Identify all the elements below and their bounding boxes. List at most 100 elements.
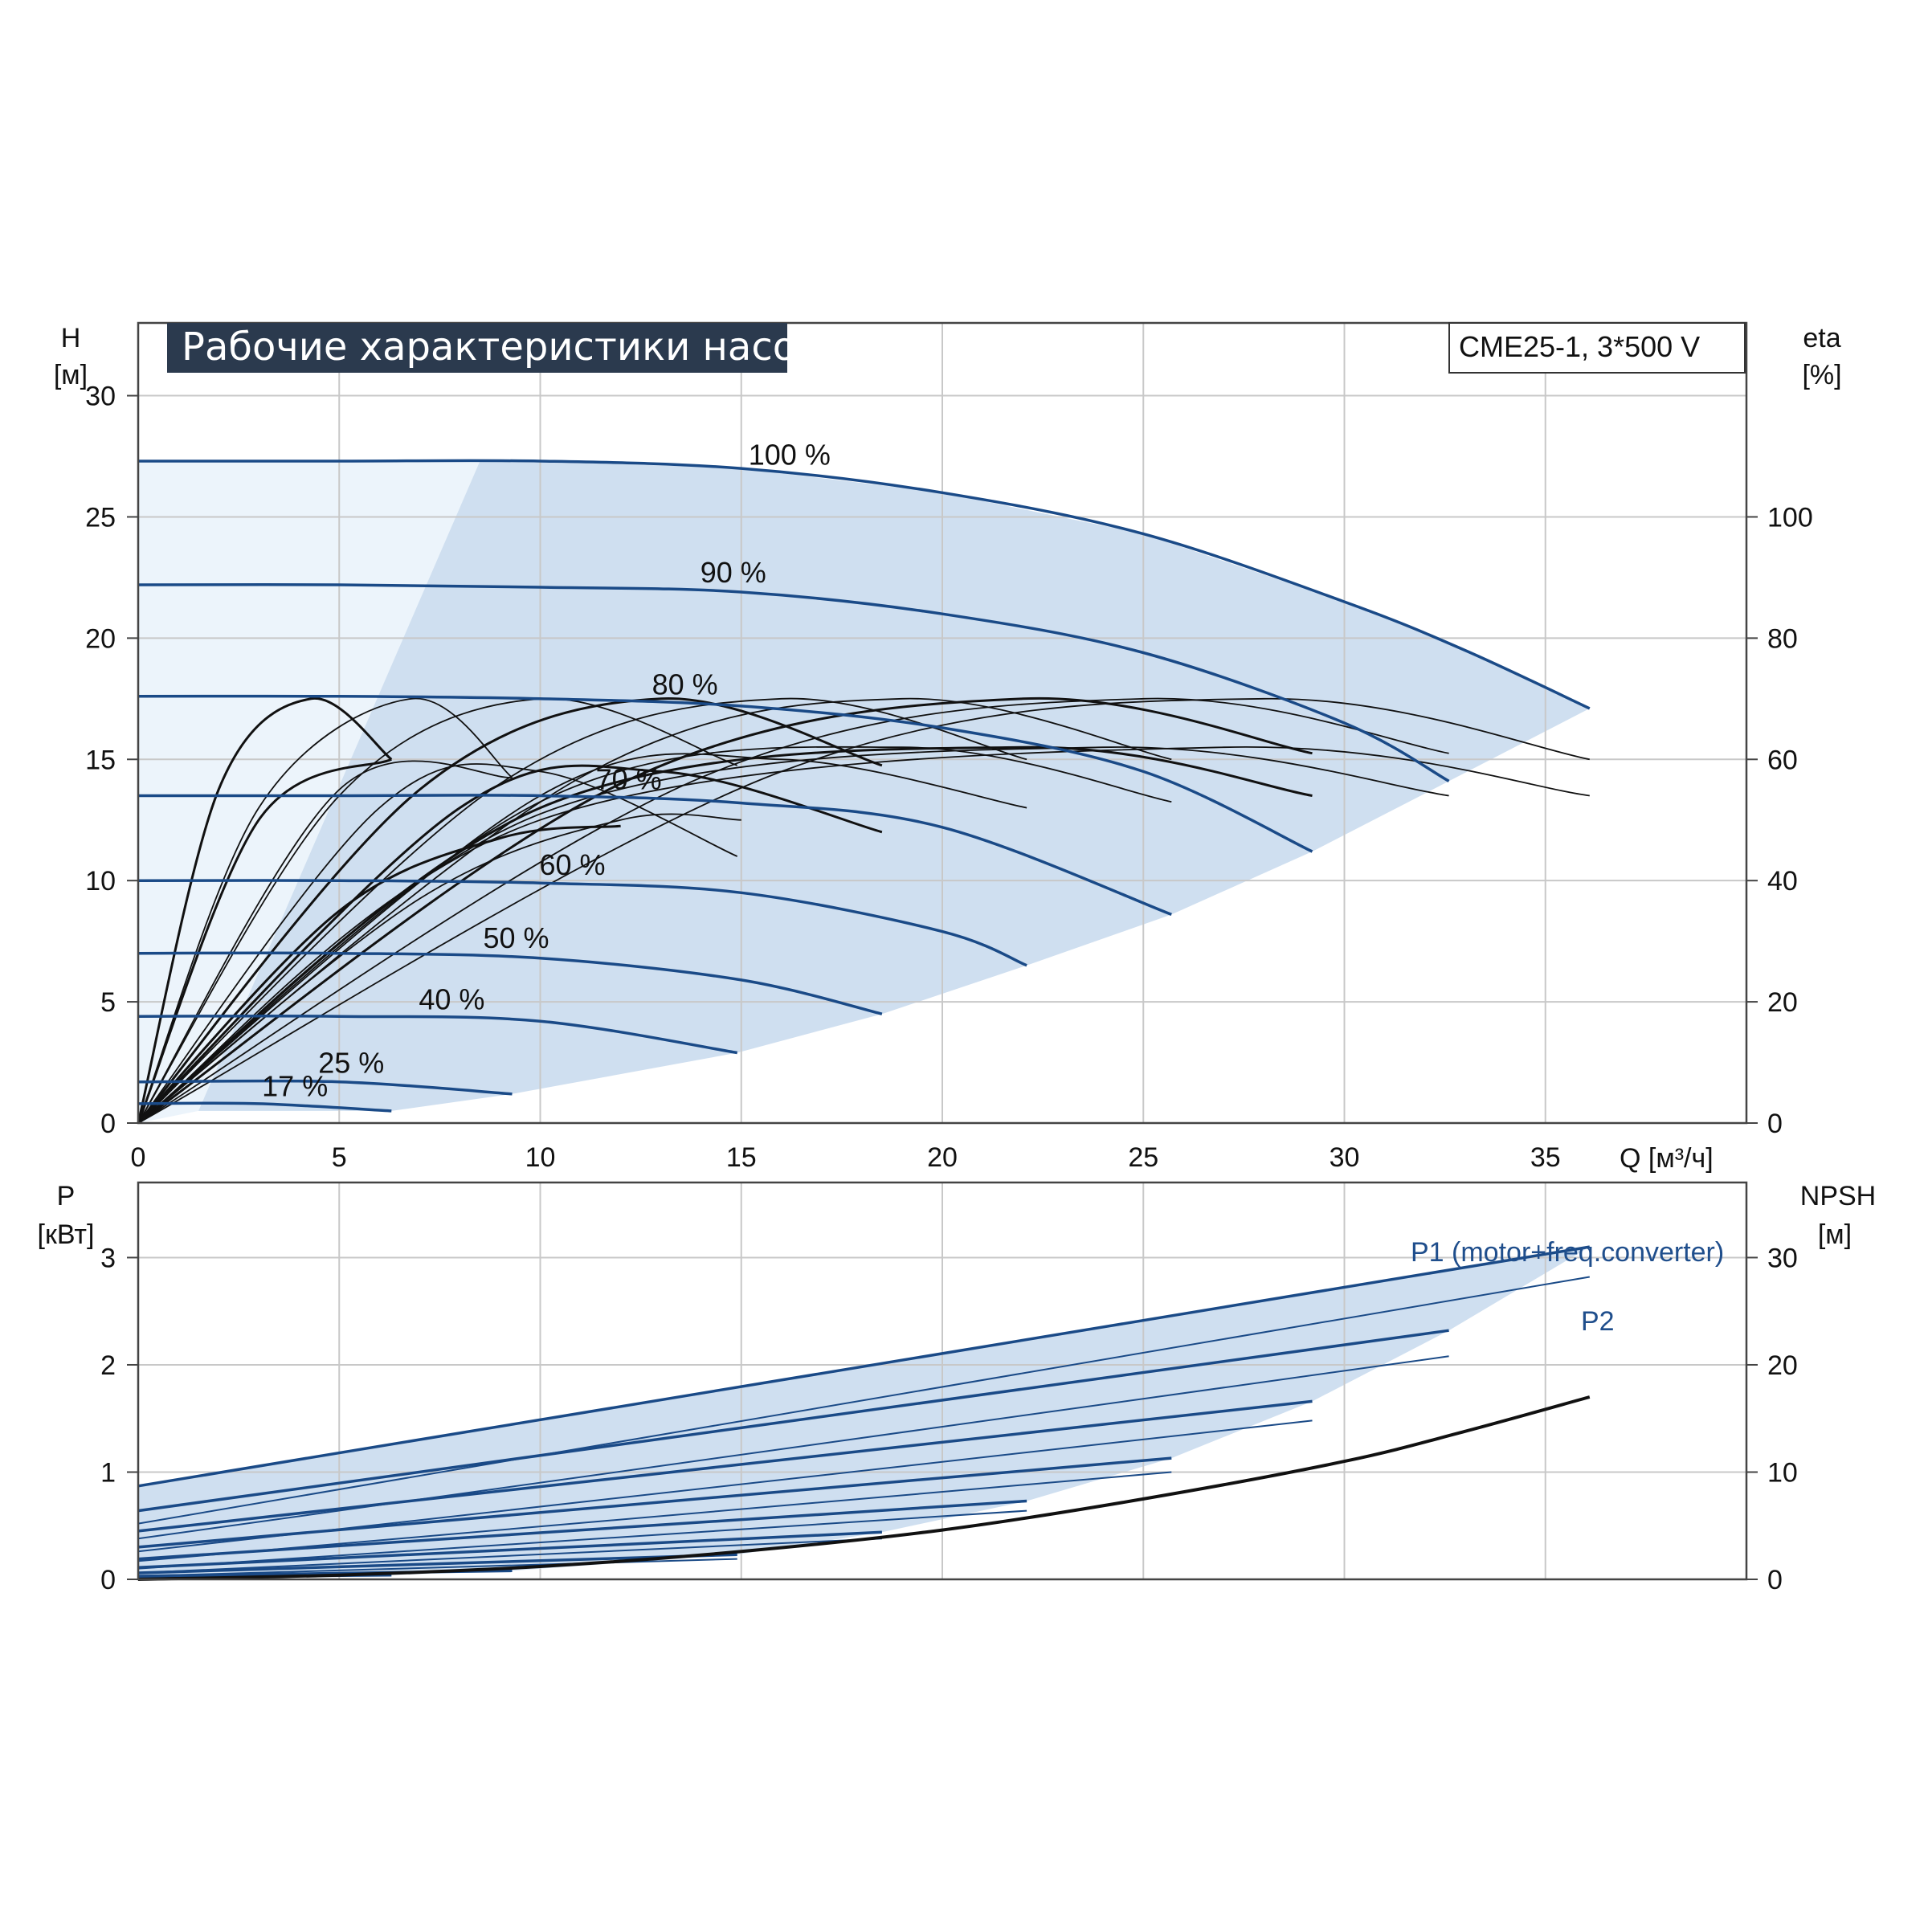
lower-plot-frame — [137, 1181, 1748, 1581]
y-tick-label-right-upper: 0 — [1767, 1109, 1783, 1139]
y-axis-label-left-lower: P — [57, 1181, 76, 1211]
head-curve-label: 90 % — [701, 556, 766, 589]
eta-curve — [137, 760, 513, 1124]
eta-curve — [137, 763, 738, 1124]
y-tick-label-left-upper: 25 — [85, 502, 116, 533]
eta-curve — [137, 697, 737, 1124]
y-tick-label-left-lower: 0 — [100, 1565, 116, 1595]
x-axis-label: Q [м³/ч] — [1620, 1143, 1714, 1174]
p2-curve — [137, 1471, 1172, 1562]
y-tick-label-right-upper: 60 — [1767, 745, 1798, 775]
head-curve — [138, 459, 1591, 710]
x-tick-label: 25 — [1128, 1142, 1158, 1173]
head-curve — [137, 694, 1313, 853]
p1-curve — [137, 1530, 882, 1570]
y-axis-unit-left-upper: [м] — [54, 360, 88, 390]
head-curve — [137, 1101, 392, 1113]
eta-curve — [137, 697, 513, 1124]
p1-curve — [137, 1456, 1172, 1549]
y-tick-label-right-upper: 40 — [1767, 866, 1798, 897]
y-axis-unit-right-lower: [м] — [1818, 1219, 1852, 1250]
head-curve-label: 80 % — [652, 668, 718, 701]
eta-curve — [137, 813, 741, 1124]
eta-curve — [137, 697, 393, 1124]
y-tick-label-left-upper: 30 — [85, 382, 116, 412]
p2-curve — [137, 1558, 737, 1577]
y-tick-label-left-upper: 15 — [85, 745, 116, 775]
y-tick-label-right-lower: 0 — [1767, 1565, 1783, 1595]
eta-curve — [137, 758, 392, 1124]
p1-curve — [137, 1499, 1027, 1561]
p1-curve — [137, 1245, 1591, 1488]
head-curve — [138, 794, 1172, 917]
model-label: CME25-1, 3*500 V — [1459, 330, 1700, 363]
head-curve-label: 25 % — [318, 1047, 384, 1080]
model-box — [1448, 322, 1746, 374]
curves — [137, 459, 1591, 1581]
eta-curve — [137, 764, 883, 1125]
x-tick-label: 10 — [525, 1142, 556, 1173]
npsh-curve — [137, 1395, 1591, 1581]
eta-curve — [137, 697, 1590, 1124]
upper-band-main — [198, 461, 1590, 1111]
head-curve-label: 70 % — [596, 763, 662, 796]
x-tick-label: 30 — [1330, 1142, 1360, 1173]
x-tick-label: 20 — [927, 1142, 958, 1173]
y-tick-label-left-upper: 10 — [85, 866, 116, 897]
eta-curve — [137, 697, 883, 1124]
upper-band-light — [138, 461, 480, 1123]
y-tick-label-right-upper: 80 — [1767, 623, 1798, 654]
head-curve — [137, 879, 1027, 967]
head-curve — [137, 1015, 737, 1055]
p1-curve — [137, 1329, 1449, 1513]
eta-curve — [137, 745, 1172, 1124]
y-tick-label-right-upper: 20 — [1767, 987, 1798, 1018]
p1-curve — [137, 1399, 1313, 1533]
head-curve — [137, 583, 1450, 782]
x-tick-label: 0 — [131, 1142, 146, 1173]
eta-curve — [137, 697, 1449, 1124]
p2-curve — [137, 1538, 882, 1574]
p1-curve — [137, 1553, 737, 1575]
p2-series-label: P2 — [1581, 1306, 1615, 1337]
p2-curve — [137, 1276, 1590, 1525]
y-axis-label-right-upper: eta — [1803, 323, 1840, 353]
eta-curve — [137, 753, 1027, 1124]
head-curve-label: 17 % — [262, 1069, 328, 1102]
y-axis-label-left-upper: H — [61, 323, 81, 353]
y-tick-label-right-lower: 10 — [1767, 1457, 1798, 1488]
y-tick-label-right-lower: 20 — [1767, 1350, 1798, 1381]
eta-curve — [137, 696, 1313, 1125]
tick-labels: 0 5 10 15 20 25 30 35 0 5 10 15 20 25 30 0 20 40 60 80 100 0 1… — [85, 382, 1813, 1595]
y-tick-label-left-upper: 5 — [100, 987, 116, 1018]
y-axis-unit-left-lower: [кВт] — [38, 1219, 95, 1250]
y-tick-label-left-lower: 3 — [100, 1243, 116, 1273]
x-tick-label: 5 — [332, 1142, 347, 1173]
head-curve — [137, 951, 883, 1015]
y-tick-label-right-lower: 30 — [1767, 1243, 1798, 1273]
lower-band-main — [138, 1247, 1590, 1579]
head-curve-label: 100 % — [749, 438, 831, 471]
lower-operating-band — [138, 1247, 1590, 1579]
x-tick-label: 35 — [1530, 1142, 1561, 1173]
title-box — [167, 323, 787, 373]
plot-frames — [137, 321, 1748, 1581]
head-curve-label: 50 % — [483, 921, 549, 954]
eta-curve — [137, 697, 1027, 1124]
curve-labels: 100 % 90 % 80 % 70 % 60 % 50 % 40 % 25 %17 % — [262, 438, 831, 1102]
p2-curve — [137, 1509, 1027, 1570]
y-tick-label-left-upper: 20 — [85, 623, 116, 654]
y-tick-label-left-lower: 1 — [100, 1457, 116, 1488]
p1-series-label: P1 (motor+freq.converter) — [1411, 1237, 1724, 1268]
head-curve-label: 40 % — [419, 983, 484, 1016]
upper-operating-band — [138, 461, 1590, 1123]
x-tick-label: 15 — [726, 1142, 757, 1173]
head-curve-label: 60 % — [540, 848, 606, 881]
y-tick-label-right-upper: 100 — [1767, 502, 1813, 533]
eta-curve — [137, 746, 1449, 1124]
y-axis-label-right-lower: NPSH — [1800, 1181, 1876, 1211]
upper-plot-frame — [137, 321, 1748, 1125]
chart-title: Рабочие характеристики насоса — [182, 325, 841, 370]
